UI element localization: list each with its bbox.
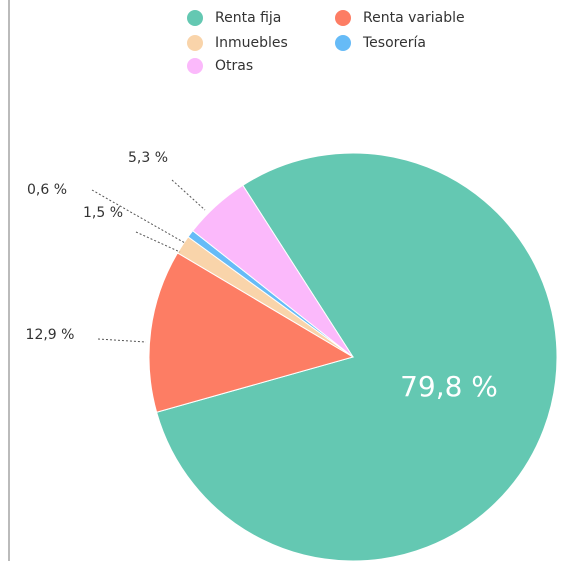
legend-label: Renta variable <box>363 10 465 26</box>
legend-swatch <box>335 10 351 26</box>
pie-slice <box>192 184 354 358</box>
data-label: 79,8 % <box>400 370 498 403</box>
legend-label: Tesorería <box>362 35 426 51</box>
data-label: 5,3 % <box>128 150 168 166</box>
leader-line <box>97 338 147 343</box>
legend-swatch <box>187 58 203 74</box>
pie-slice <box>148 252 355 413</box>
legend-swatch <box>335 35 351 51</box>
legend-label: Renta fija <box>215 10 281 26</box>
legend-swatch <box>187 35 203 51</box>
leader-line <box>171 179 206 211</box>
leader-line <box>135 231 181 253</box>
data-label: 1,5 % <box>83 205 123 221</box>
legend-swatch <box>187 10 203 26</box>
pie-slice <box>156 152 558 561</box>
legend-label: Inmuebles <box>215 35 288 51</box>
legend-label: Otras <box>215 58 253 74</box>
leader-line <box>91 189 186 244</box>
data-label: 12,9 % <box>26 327 75 343</box>
data-label: 0,6 % <box>27 182 67 198</box>
